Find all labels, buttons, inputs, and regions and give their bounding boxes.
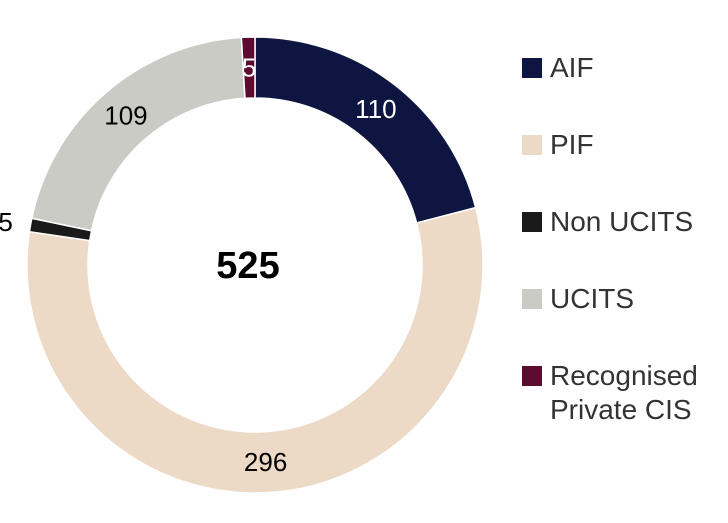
legend-swatch-non-ucits [522,212,542,232]
legend-item-recognised-private-cis: Recognised Private CIS [522,348,722,427]
total-value: 525 [216,245,279,287]
legend-swatch-aif [522,58,542,78]
legend-item-aif: AIF [522,40,722,117]
legend-swatch-ucits [522,289,542,309]
slice-label-recognised-private-cis: 5 [242,53,256,83]
slice-label-non-ucits: 5 [0,207,13,237]
slice-aif [254,36,477,224]
slice-label-ucits: 109 [104,100,147,130]
legend-item-non-ucits: Non UCITS [522,194,722,271]
legend-label-recognised-private-cis: Recognised Private CIS [550,360,698,425]
legend-label-ucits: UCITS [550,283,634,314]
legend-swatch-recognised-private-cis [522,366,542,386]
slice-pif [26,206,484,494]
legend-swatch-pif [522,135,542,155]
legend-label-aif: AIF [550,52,594,83]
legend-label-non-ucits: Non UCITS [550,206,694,237]
slice-ucits [30,36,246,232]
slice-recognised-private-cis [240,36,256,100]
legend-item-ucits: UCITS [522,271,722,348]
legend-item-pif: PIF [522,117,722,194]
slice-label-pif: 296 [244,447,287,477]
legend: AIF PIF Non UCITS UCITS Recognised Priva… [522,40,722,427]
legend-label-pif: PIF [550,129,594,160]
slice-label-aif: 110 [355,94,396,124]
